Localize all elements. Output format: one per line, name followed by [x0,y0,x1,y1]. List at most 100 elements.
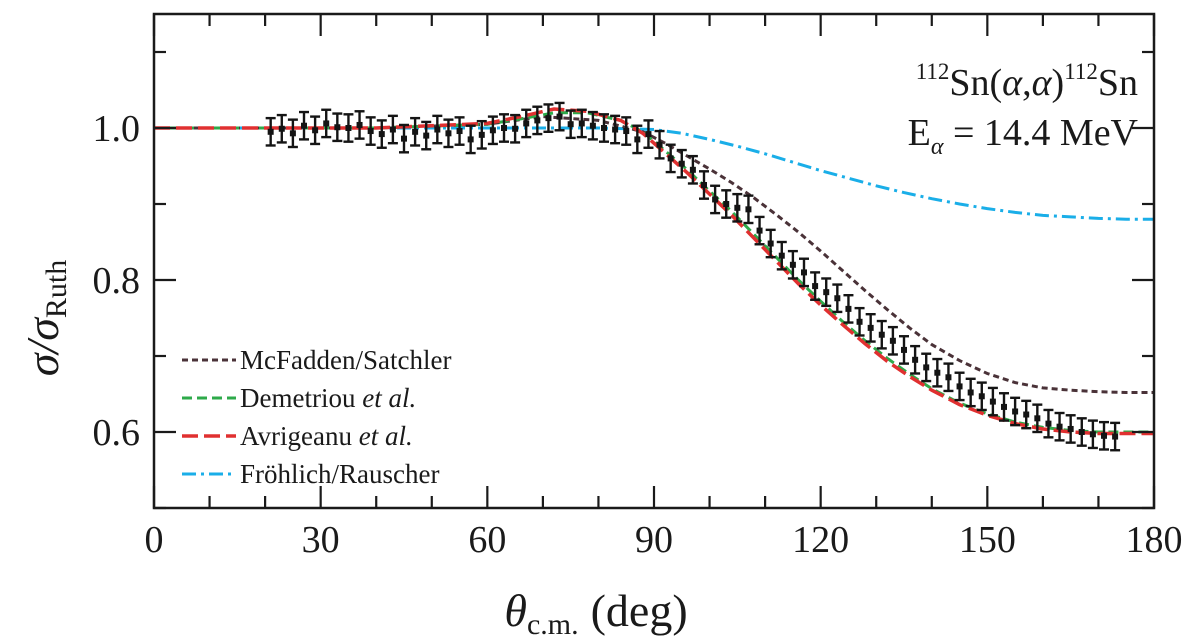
data-point [776,240,787,271]
data-point [1087,419,1098,450]
series-line-0 [154,115,1154,394]
data-point [532,105,543,136]
data-point [643,119,654,149]
data-point [321,108,332,139]
x-axis-unit: (deg) [591,585,688,636]
legend-entry-frohlich: Fröhlich/Rauscher [182,459,439,489]
data-point [721,189,732,219]
y-tick-label: 0.8 [93,260,141,302]
x-tick-label: 180 [1126,519,1183,561]
reaction-text-c: Sn [1098,62,1138,104]
data-point [899,335,909,365]
reaction-mass-2: 112 [1064,59,1098,84]
data-point [576,108,587,139]
data-point [987,386,998,417]
data-point [443,118,454,149]
legend-label-demetriou: Demetriou [240,383,362,413]
legend: McFadden/Satchler Demetriou et al. Avrig… [182,345,451,489]
data-point [765,228,776,259]
data-point [787,249,798,280]
data-point [687,154,698,185]
data-point [976,381,987,412]
x-tick-label: 90 [635,519,673,561]
data-point [999,392,1009,422]
data-point [610,114,621,145]
data-point [399,123,409,154]
data-point [343,113,354,143]
data-point [287,118,298,149]
data-point [1076,417,1087,447]
axis-ticks [152,14,1156,510]
x-axis-title: θc.m. (deg) [504,585,687,637]
energy-subscript: α [931,134,944,160]
x-tick-label: 60 [468,519,506,561]
x-axis-subscript: c.m. [527,608,579,637]
reaction-text-b: ) [1052,62,1065,104]
svg-text:Avrigeanu et al.: Avrigeanu et al. [240,421,413,451]
legend-italic-avrigeanu: et al. [359,421,413,451]
y-axis-symbol: σ/σ [17,316,68,376]
data-point [454,116,465,146]
data-point [832,283,843,314]
data-point [1032,403,1043,434]
data-point [699,170,709,200]
data-point [1021,399,1032,430]
x-tick-label: 0 [145,519,164,561]
data-point [587,110,598,141]
y-axis-subscript: Ruth [40,260,73,318]
data-point [365,116,376,146]
data-point [499,113,509,143]
data-point [887,325,898,356]
data-point [932,357,943,388]
data-point [710,184,721,215]
reaction-comma: , [1022,62,1032,104]
data-points [265,101,1121,452]
data-point [865,313,876,343]
energy-label: Eα = 14.4 MeV [908,112,1139,160]
y-axis-title: σ/σRuth [17,260,73,377]
data-point [743,194,754,225]
legend-label-mcfadden: McFadden/Satchler [240,345,451,375]
data-point [943,362,954,393]
data-point [1043,408,1054,439]
data-point [421,120,432,151]
data-point [376,119,387,149]
data-point [1110,421,1121,452]
data-point [387,114,398,145]
reaction-alpha-1: α [1002,62,1023,104]
reaction-mass-1: 112 [916,59,950,84]
reaction-text-a: Sn( [949,62,1002,104]
data-point [299,110,309,141]
energy-symbol: E [908,112,931,154]
data-point [732,192,743,223]
svg-text:Fröhlich/Rauscher: Fröhlich/Rauscher [240,459,439,489]
data-point [310,115,321,146]
y-tick-labels: 0.6 0.8 1.0 [93,108,141,454]
y-tick-label: 0.6 [93,412,141,454]
series-line-3 [154,126,1154,221]
data-point [1099,420,1109,451]
data-point [332,112,343,143]
svg-text:Demetriou et al.: Demetriou et al. [240,383,416,413]
data-point [632,124,643,155]
data-point [910,344,921,375]
data-point [854,306,865,337]
data-point [799,257,809,288]
data-point [676,148,687,179]
data-point [354,110,365,140]
x-tick-label: 120 [792,519,849,561]
x-tick-label: 150 [959,519,1016,561]
data-point [810,271,821,301]
data-point [476,119,487,150]
data-point [565,109,576,140]
data-point [465,124,476,155]
data-point [1065,414,1076,444]
data-point [654,129,665,160]
data-point [487,115,498,146]
data-point [410,116,421,147]
y-tick-label: 1.0 [93,108,141,150]
legend-entry-demetriou: Demetriou et al. [182,383,416,413]
legend-label-avrigeanu: Avrigeanu [240,421,359,451]
legend-italic-demetriou: et al. [362,383,416,413]
reaction-label: 112Sn(α,α)112Sn [916,59,1138,104]
